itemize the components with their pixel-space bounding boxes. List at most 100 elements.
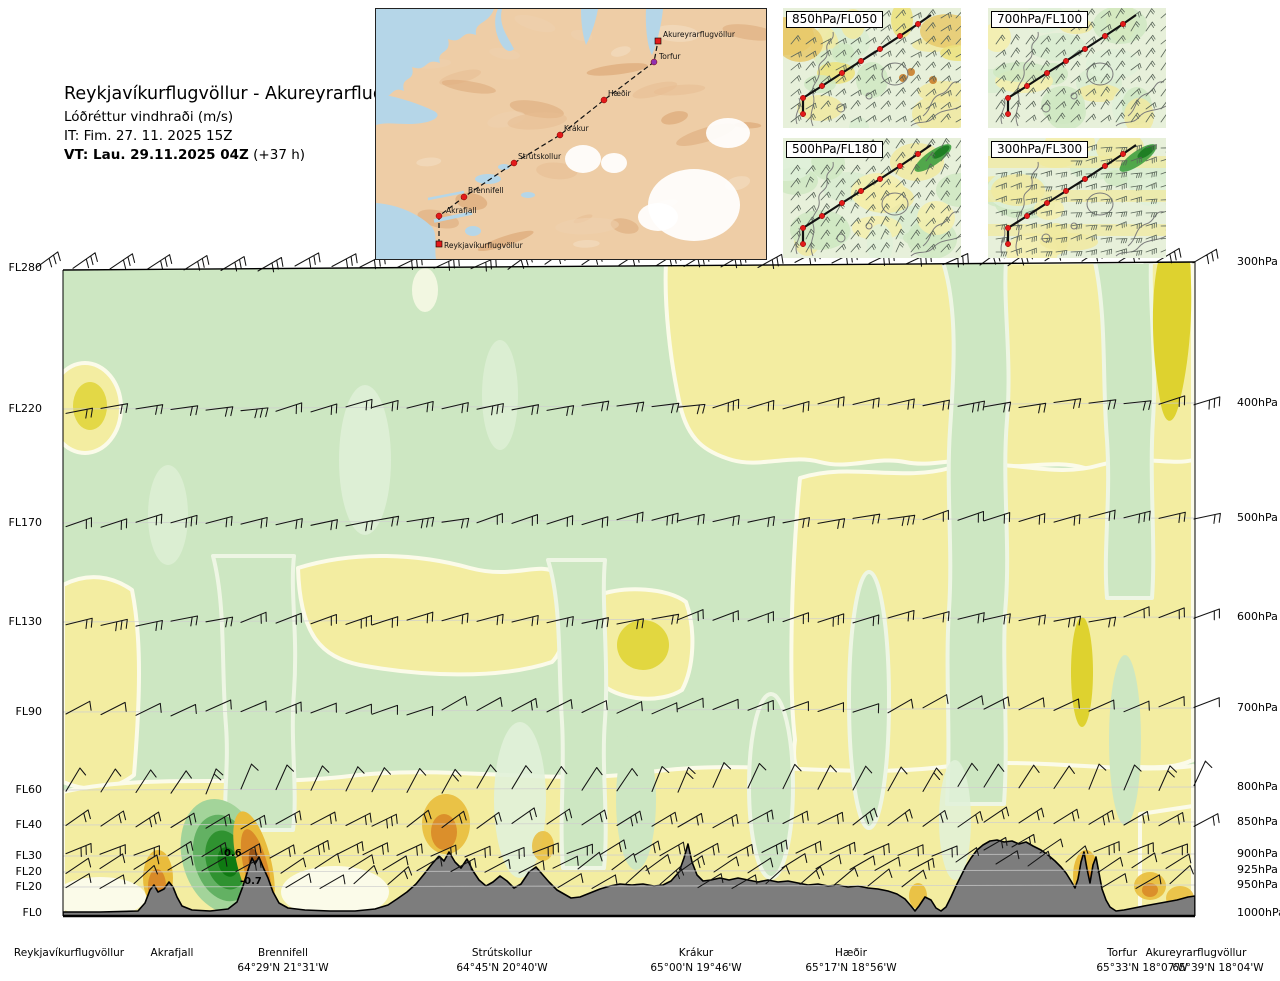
panel-route-point [839, 70, 845, 76]
panel-route-point [1082, 46, 1088, 52]
panel-route-point [1024, 213, 1030, 219]
panel-route-point [897, 163, 903, 169]
plot-frame [62, 261, 1196, 918]
pressure-tick-label: 800hPa [1237, 780, 1278, 793]
pressure-tick-label: 1000hPa [1237, 906, 1280, 919]
pressure-tick-label: 400hPa [1237, 396, 1278, 409]
pressure-tick-label: 925hPa [1237, 863, 1278, 876]
station-coordinates: 65°00'N 19°46'W [650, 962, 742, 974]
map-waypoint-label: Torfur [658, 52, 681, 61]
route-line [438, 40, 659, 244]
station-name: Akrafjall [150, 947, 194, 959]
panel-route-point [1063, 188, 1069, 194]
station-name: Hæðir [835, 947, 867, 959]
pressure-tick-label: 950hPa [1237, 878, 1278, 891]
panel-level-label: 300hPa/FL300 [991, 141, 1089, 158]
station-name: Akureyrarflugvöllur [1145, 947, 1247, 959]
panel-map [760, 138, 986, 264]
title-block: Reykjavíkurflugvöllur - Akureyrarflugvöl… [64, 84, 433, 165]
station-label: Krákur 65°00'N 19°46'W [650, 946, 741, 976]
flight-level-tick-label: FL60 [15, 783, 42, 796]
pressure-tick-label: 700hPa [1237, 701, 1278, 714]
flight-level-tick-label: FL130 [8, 615, 42, 628]
panel-route-point [915, 21, 921, 27]
panel-route-point [1044, 70, 1050, 76]
station-coordinates: 65°39'N 18°04'W [1172, 962, 1264, 974]
pressure-tick-label: 600hPa [1237, 610, 1278, 623]
panel-route-point [1005, 111, 1011, 117]
contour-field [63, 262, 1195, 916]
station-coordinates: 64°45'N 20°40'W [456, 962, 548, 974]
flight-level-tick-label: FL170 [8, 516, 42, 529]
panel-level-label: 700hPa/FL100 [991, 11, 1089, 28]
panel-route-point [1102, 33, 1108, 39]
pressure-panel: 700hPa/FL100 [964, 0, 1172, 134]
station-label: Brennifell 64°29'N 21°31'W [237, 946, 328, 976]
glacier-patch [565, 145, 601, 173]
map-waypoint-label: Krákur [564, 124, 589, 133]
pressure-panel: 300hPa/FL300 [971, 128, 1183, 271]
waypoint-marker [510, 159, 518, 167]
contour-value-label: 0.6 [224, 848, 242, 859]
flight-level-tick-label: FL40 [15, 818, 42, 831]
panel-route-point [1102, 163, 1108, 169]
contour-value-label: -0.7 [240, 876, 262, 887]
panel-route-point [858, 58, 864, 64]
page-title: Reykjavíkurflugvöllur - Akureyrarflugvöl… [64, 84, 434, 104]
panel-route-point [839, 200, 845, 206]
station-label: Torfur 65°33'N 18°07'W [1076, 946, 1187, 976]
panel-route-point [897, 33, 903, 39]
panel-level-label: 850hPa/FL050 [786, 11, 884, 28]
panel-route-point [1044, 200, 1050, 206]
panel-level-label: 500hPa/FL180 [786, 141, 884, 158]
panel-route-point [800, 111, 806, 117]
route-map: Reykjavíkurflugvöllur Akrafjall Brennifell… [375, 8, 767, 260]
terrain-silhouette [63, 839, 1195, 916]
glacier-patch [706, 118, 750, 148]
panel-route-point [1120, 151, 1126, 157]
station-label: Akureyrarflugvöllur 65°39'N 18°04'W [1145, 946, 1264, 976]
map-waypoint-label: Hæðir [608, 89, 632, 98]
panel-route-point [800, 225, 806, 231]
panel-route-point [915, 151, 921, 157]
panel-route-point [877, 46, 883, 52]
panel-route-point [819, 83, 825, 89]
variable-label: Lóðréttur vindhraði (m/s) [64, 109, 234, 125]
panel-route-point [800, 95, 806, 101]
flight-level-tick-label: FL280 [8, 261, 42, 274]
valid-time: VT: Lau. 29.11.2025 04Z (+37 h) [64, 146, 433, 165]
station-name: Brennifell [258, 947, 308, 959]
panel-route-point [1024, 83, 1030, 89]
map-waypoint-label: Akureyrarflugvöllur [663, 30, 736, 39]
flight-level-tick-label: FL20 [15, 880, 42, 893]
waypoint-marker [460, 193, 468, 201]
flight-level-tick-label: FL0 [22, 906, 42, 919]
station-coordinates: 65°33'N 18°07'W [1096, 962, 1188, 974]
wind-barbs [35, 245, 1221, 889]
panel-route-point [877, 176, 883, 182]
panel-route-point [1005, 95, 1011, 101]
waypoint-marker [600, 96, 608, 104]
waypoint-marker [556, 131, 564, 139]
panel-route-point [819, 213, 825, 219]
panel-route-point [800, 241, 806, 247]
waypoint-marker [650, 58, 658, 66]
ocean [376, 9, 663, 259]
valid-time-bold: VT: Lau. 29.11.2025 04Z [64, 147, 249, 163]
station-name: Krákur [678, 947, 714, 959]
panel-route-point [1005, 225, 1011, 231]
station-coordinates: 65°17'N 18°56'W [805, 962, 897, 974]
pressure-gridlines [62, 402, 1196, 888]
pressure-tick-label: 850hPa [1237, 815, 1278, 828]
flight-level-tick-label: FL20 [15, 865, 42, 878]
init-time: IT: Fim. 27. 11. 2025 15Z [64, 128, 233, 144]
pressure-tick-label: 500hPa [1237, 511, 1278, 524]
flight-level-tick-label: FL30 [15, 849, 42, 862]
panel-coastline [1000, 31, 1167, 127]
station-label: Strútskollur 64°45'N 20°40'W [456, 946, 547, 976]
station-label: Reykjavíkurflugvöllur [14, 946, 124, 961]
glacier-patch [601, 153, 627, 173]
waypoint-marker [435, 212, 443, 220]
pressure-panel: 500hPa/FL180 [760, 138, 986, 264]
